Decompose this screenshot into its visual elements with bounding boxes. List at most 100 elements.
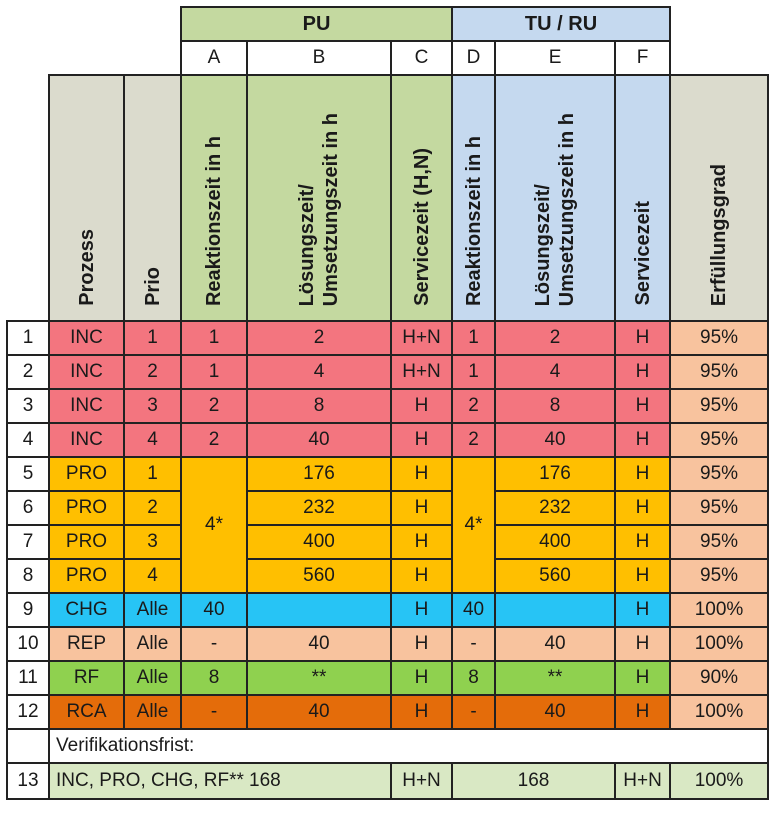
- reaktion-pu-cell: 1: [180, 354, 248, 390]
- loesung-pu-cell: 4: [246, 354, 392, 390]
- header-reaktionszeit-pu: Reaktionszeit in h: [180, 74, 248, 322]
- service-tu-cell: H: [614, 422, 672, 458]
- col-letter-e: E: [494, 40, 617, 76]
- col-letter-b: B: [246, 40, 392, 76]
- prozess-cell: PRO: [48, 456, 125, 492]
- prio-cell: Alle: [123, 660, 182, 696]
- erfuellung-cell: 95%: [669, 388, 770, 424]
- loesung-tu-cell: 40: [494, 694, 617, 730]
- loesung-tu-cell: [494, 592, 617, 628]
- sla-table: PU TU / RU A B C D E F Prozess Prio Reak…: [6, 6, 770, 800]
- table-row: 11 RF Alle 8 ** H 8 ** H 90%: [6, 660, 770, 696]
- loesung-pu-cell: 2: [246, 320, 392, 356]
- column-header-row: Prozess Prio Reaktionszeit in h Lösungsz…: [7, 74, 770, 322]
- loesung-tu-cell: 400: [494, 524, 617, 560]
- loesung-tu-cell: 232: [494, 490, 617, 526]
- row-number: 4: [6, 422, 50, 458]
- service-tu-cell: H: [614, 388, 672, 424]
- loesung-pu-cell: 40: [246, 422, 392, 458]
- verification-pu-value: 168: [247, 762, 392, 800]
- loesung-pu-cell: 8: [246, 388, 392, 424]
- loesung-tu-cell: 40: [494, 626, 617, 662]
- service-tu-cell: H: [614, 456, 672, 492]
- service-tu-cell: H: [614, 320, 672, 356]
- reaktion-tu-cell: 1: [451, 320, 497, 356]
- row-number: 3: [6, 388, 50, 424]
- service-tu-cell: H: [614, 354, 672, 390]
- row-number: 1: [6, 320, 50, 356]
- reaktion-pu-cell: 40: [180, 592, 248, 628]
- reaktion-tu-cell: 8: [451, 660, 497, 696]
- loesung-pu-cell: 40: [246, 694, 392, 730]
- table-row: 3 INC 3 2 8 H 2 8 H 95%: [6, 388, 770, 424]
- reaktion-pu-cell: 1: [180, 320, 248, 356]
- prio-cell: 1: [123, 320, 182, 356]
- prozess-cell: INC: [48, 422, 125, 458]
- prio-cell: 2: [123, 354, 182, 390]
- erfuellung-cell: 95%: [669, 558, 770, 594]
- service-pu-cell: H: [389, 626, 454, 662]
- reaktion-pu-cell: 2: [180, 388, 248, 424]
- verification-label: Verifikationsfrist:: [47, 728, 770, 763]
- verification-processes: INC, PRO, CHG, RF**: [48, 762, 247, 800]
- reaktion-tu-cell: 2: [451, 388, 497, 424]
- erfuellung-cell: 95%: [669, 422, 770, 458]
- verification-erfuellung: 100%: [669, 762, 770, 800]
- loesung-pu-cell: 232: [246, 490, 392, 526]
- group-header-row: PU TU / RU: [7, 6, 768, 42]
- header-loesungszeit-pu: Lösungszeit/ Umsetzungszeit in h: [246, 74, 392, 322]
- loesung-tu-cell: **: [494, 660, 617, 696]
- service-pu-cell: H: [389, 694, 454, 730]
- service-pu-cell: H: [389, 490, 454, 526]
- row-number: 2: [6, 354, 50, 390]
- erfuellung-cell: 95%: [669, 320, 770, 356]
- loesung-tu-cell: 560: [494, 558, 617, 594]
- service-tu-cell: H: [614, 592, 672, 628]
- reaktion-tu-cell: -: [451, 626, 497, 662]
- col-letter-d: D: [451, 40, 497, 76]
- header-erfuellungsgrad: Erfüllungsgrad: [669, 74, 770, 322]
- reaktion-tu-cell: -: [451, 694, 497, 730]
- erfuellung-cell: 100%: [669, 626, 770, 662]
- prozess-cell: INC: [48, 388, 125, 424]
- loesung-pu-cell: 560: [246, 558, 392, 594]
- row-number: 9: [6, 592, 50, 628]
- prozess-cell: PRO: [48, 558, 125, 594]
- reaktion-pu-cell: 4*: [180, 456, 248, 594]
- table-row: 10 REP Alle - 40 H - 40 H 100%: [6, 626, 770, 662]
- row-number: 11: [6, 660, 50, 696]
- prio-cell: 3: [123, 388, 182, 424]
- row-number: 5: [6, 456, 50, 492]
- header-reaktionszeit-tu: Reaktionszeit in h: [451, 74, 497, 322]
- header-servicezeit-pu: Servicezeit (H,N): [389, 74, 454, 322]
- col-letter-a: A: [180, 40, 248, 76]
- verification-label-row: Verifikationsfrist:: [6, 728, 770, 764]
- table-row: 1 INC 1 1 2 H+N 1 2 H 95%: [6, 320, 770, 356]
- loesung-pu-cell: 400: [246, 524, 392, 560]
- prozess-cell: CHG: [48, 592, 125, 628]
- service-pu-cell: H: [389, 422, 454, 458]
- row-number: 8: [6, 558, 50, 594]
- loesung-pu-cell: 40: [246, 626, 392, 662]
- prozess-cell: RF: [48, 660, 125, 696]
- row-number: 6: [6, 490, 50, 526]
- table-row: 6 PRO 2 232 H 232 H 95%: [6, 490, 770, 526]
- table-row: 8 PRO 4 560 H 560 H 95%: [6, 558, 770, 594]
- column-letter-row: A B C D E F: [7, 40, 768, 76]
- service-tu-cell: H: [614, 660, 672, 696]
- group-tu-ru: TU / RU: [451, 6, 672, 42]
- erfuellung-cell: 95%: [669, 456, 770, 492]
- service-pu-cell: H+N: [389, 354, 454, 390]
- service-pu-cell: H: [389, 660, 454, 696]
- service-tu-cell: H: [614, 626, 672, 662]
- prozess-cell: INC: [48, 354, 125, 390]
- service-tu-cell: H: [614, 524, 672, 560]
- erfuellung-cell: 100%: [669, 592, 770, 628]
- verification-tu-service: H+N: [614, 762, 672, 800]
- loesung-tu-cell: 2: [494, 320, 617, 356]
- reaktion-pu-cell: 8: [180, 660, 248, 696]
- erfuellung-cell: 90%: [669, 660, 770, 696]
- prozess-cell: RCA: [48, 694, 125, 730]
- reaktion-pu-cell: -: [180, 626, 248, 662]
- service-tu-cell: H: [614, 694, 672, 730]
